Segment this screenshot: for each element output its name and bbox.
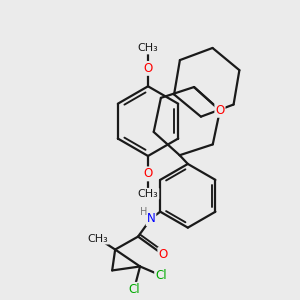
Text: Cl: Cl [155, 269, 167, 282]
Text: O: O [143, 167, 153, 180]
Text: Cl: Cl [128, 283, 140, 296]
Text: N: N [147, 212, 155, 225]
Text: CH₃: CH₃ [138, 44, 158, 53]
Text: CH₃: CH₃ [88, 234, 109, 244]
Text: O: O [215, 104, 225, 117]
Text: O: O [158, 248, 168, 261]
Text: H: H [140, 207, 148, 218]
Text: O: O [143, 62, 153, 75]
Text: CH₃: CH₃ [138, 189, 158, 199]
